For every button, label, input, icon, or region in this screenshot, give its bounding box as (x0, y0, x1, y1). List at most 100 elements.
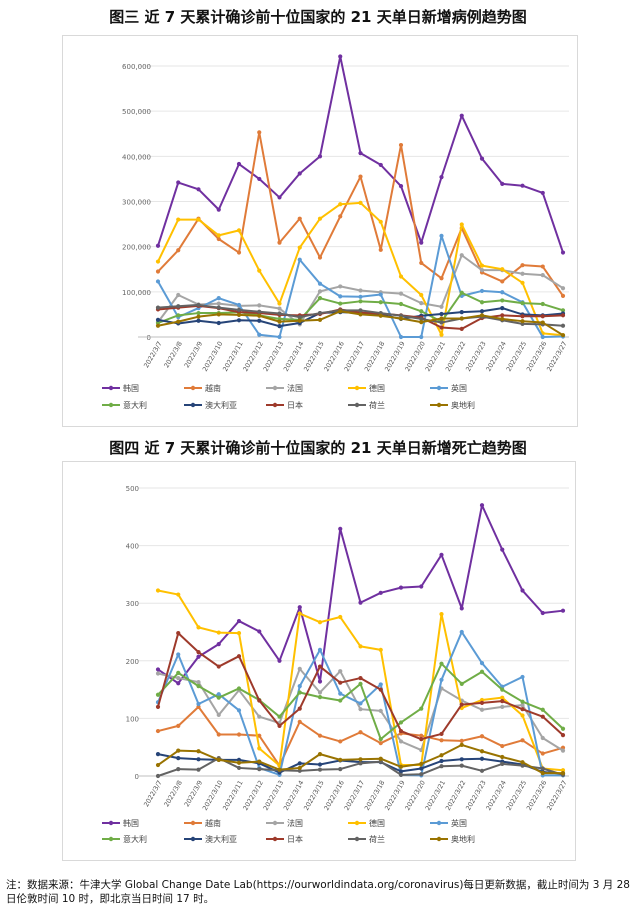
deaths-data-point (398, 728, 404, 734)
cases-data-point (520, 314, 525, 319)
deaths-data-point (216, 692, 221, 697)
cases-data-point (358, 200, 363, 205)
deaths-data-point (398, 739, 404, 744)
cases-data-point (216, 207, 221, 212)
cases-data-point (196, 217, 201, 222)
deaths-data-point (155, 773, 161, 779)
cases-data-point (358, 312, 363, 317)
deaths-data-point (338, 698, 343, 703)
cases-data-point (479, 300, 485, 305)
deaths-data-point (540, 707, 545, 712)
deaths-x-tick-label: 2022/3/9 (183, 779, 205, 808)
deaths-data-point (520, 707, 525, 712)
deaths-data-point (520, 703, 525, 708)
cases-data-point (155, 305, 161, 310)
deaths-data-point (459, 742, 464, 747)
cases-data-point (155, 243, 161, 248)
legend-label: 韩国 (123, 818, 139, 828)
cases-data-point (176, 304, 181, 309)
deaths-data-point (338, 614, 343, 620)
deaths-data-point (459, 681, 464, 686)
legend-marker (272, 836, 278, 842)
deaths-data-point (540, 735, 545, 741)
deaths-data-point (216, 641, 221, 647)
cases-data-point (398, 142, 404, 148)
deaths-data-point (500, 743, 505, 749)
cases-data-point (297, 245, 302, 250)
legend-label: 奥地利 (451, 834, 475, 844)
cases-data-point (459, 310, 464, 315)
cases-data-point (216, 296, 221, 301)
deaths-data-point (398, 720, 404, 725)
cases-data-point (520, 263, 525, 268)
deaths-data-point (378, 687, 383, 692)
cases-data-point (317, 255, 323, 260)
deaths-data-point (277, 767, 282, 772)
deaths-data-point (520, 763, 525, 768)
deaths-data-point (520, 760, 525, 765)
deaths-data-point (439, 552, 444, 557)
deaths-data-point (560, 771, 566, 776)
deaths-x-tick-label: 2022/3/7 (142, 779, 164, 808)
deaths-data-point (560, 608, 566, 613)
cases-data-point (216, 305, 221, 310)
cases-data-point (176, 217, 181, 222)
cases-data-point (419, 316, 424, 322)
deaths-data-point (560, 748, 566, 753)
deaths-data-point (196, 625, 201, 630)
cases-data-point (297, 318, 302, 323)
cases-data-point (317, 281, 323, 286)
cases-data-point (338, 202, 343, 207)
deaths-data-point (176, 670, 181, 675)
cases-data-point (257, 332, 262, 337)
deaths-data-point (439, 758, 444, 764)
deaths-data-point (338, 669, 343, 674)
cases-data-point (176, 248, 181, 253)
cases-data-point (196, 314, 201, 319)
deaths-data-point (317, 679, 323, 684)
cases-data-point (398, 301, 404, 307)
deaths-data-point (398, 772, 404, 777)
deaths-data-point (155, 752, 161, 757)
deaths-data-point (317, 733, 323, 738)
cases-x-tick-label: 2022/3/8 (162, 340, 184, 369)
cases-data-point (317, 289, 323, 294)
deaths-data-point (439, 612, 444, 617)
chart-panel-new-cases: 0 100,000 200,000 300,000 400,000 500,000 600,… (62, 35, 578, 427)
cases-data-point (520, 183, 525, 188)
cases-data-point (358, 299, 363, 304)
cases-data-point (317, 296, 323, 301)
cases-x-tick-label: 2022/3/9 (183, 340, 205, 369)
legend-label: 韩国 (123, 383, 139, 393)
deaths-data-point (520, 738, 525, 743)
deaths-data-point (560, 733, 566, 738)
deaths-data-point (378, 756, 383, 761)
cases-data-point (338, 301, 343, 306)
cases-data-point (277, 324, 282, 329)
deaths-y-tick-label: 500 (126, 485, 139, 493)
cases-data-point (338, 284, 343, 289)
cases-data-point (155, 279, 161, 284)
deaths-data-point (378, 737, 383, 742)
deaths-data-point (277, 723, 282, 728)
cases-data-point (155, 259, 161, 264)
cases-data-point (236, 318, 242, 323)
deaths-y-tick-label: 400 (126, 543, 139, 551)
cases-data-point (216, 312, 221, 317)
cases-data-point (277, 240, 282, 245)
deaths-data-point (459, 757, 464, 762)
deaths-data-point (236, 654, 242, 659)
deaths-data-point (297, 719, 302, 724)
cases-data-point (500, 279, 505, 284)
deaths-data-point (560, 768, 566, 773)
deaths-data-point (479, 734, 485, 739)
deaths-data-point (479, 707, 485, 712)
deaths-y-tick-label: 100 (126, 715, 139, 723)
deaths-data-point (540, 766, 545, 771)
cases-data-point (257, 268, 262, 273)
deaths-x-tick-label: 2022/3/27 (545, 779, 569, 812)
cases-data-point (297, 216, 302, 221)
legend-marker (272, 402, 278, 408)
cases-data-point (236, 307, 242, 312)
legend-marker (436, 385, 442, 391)
